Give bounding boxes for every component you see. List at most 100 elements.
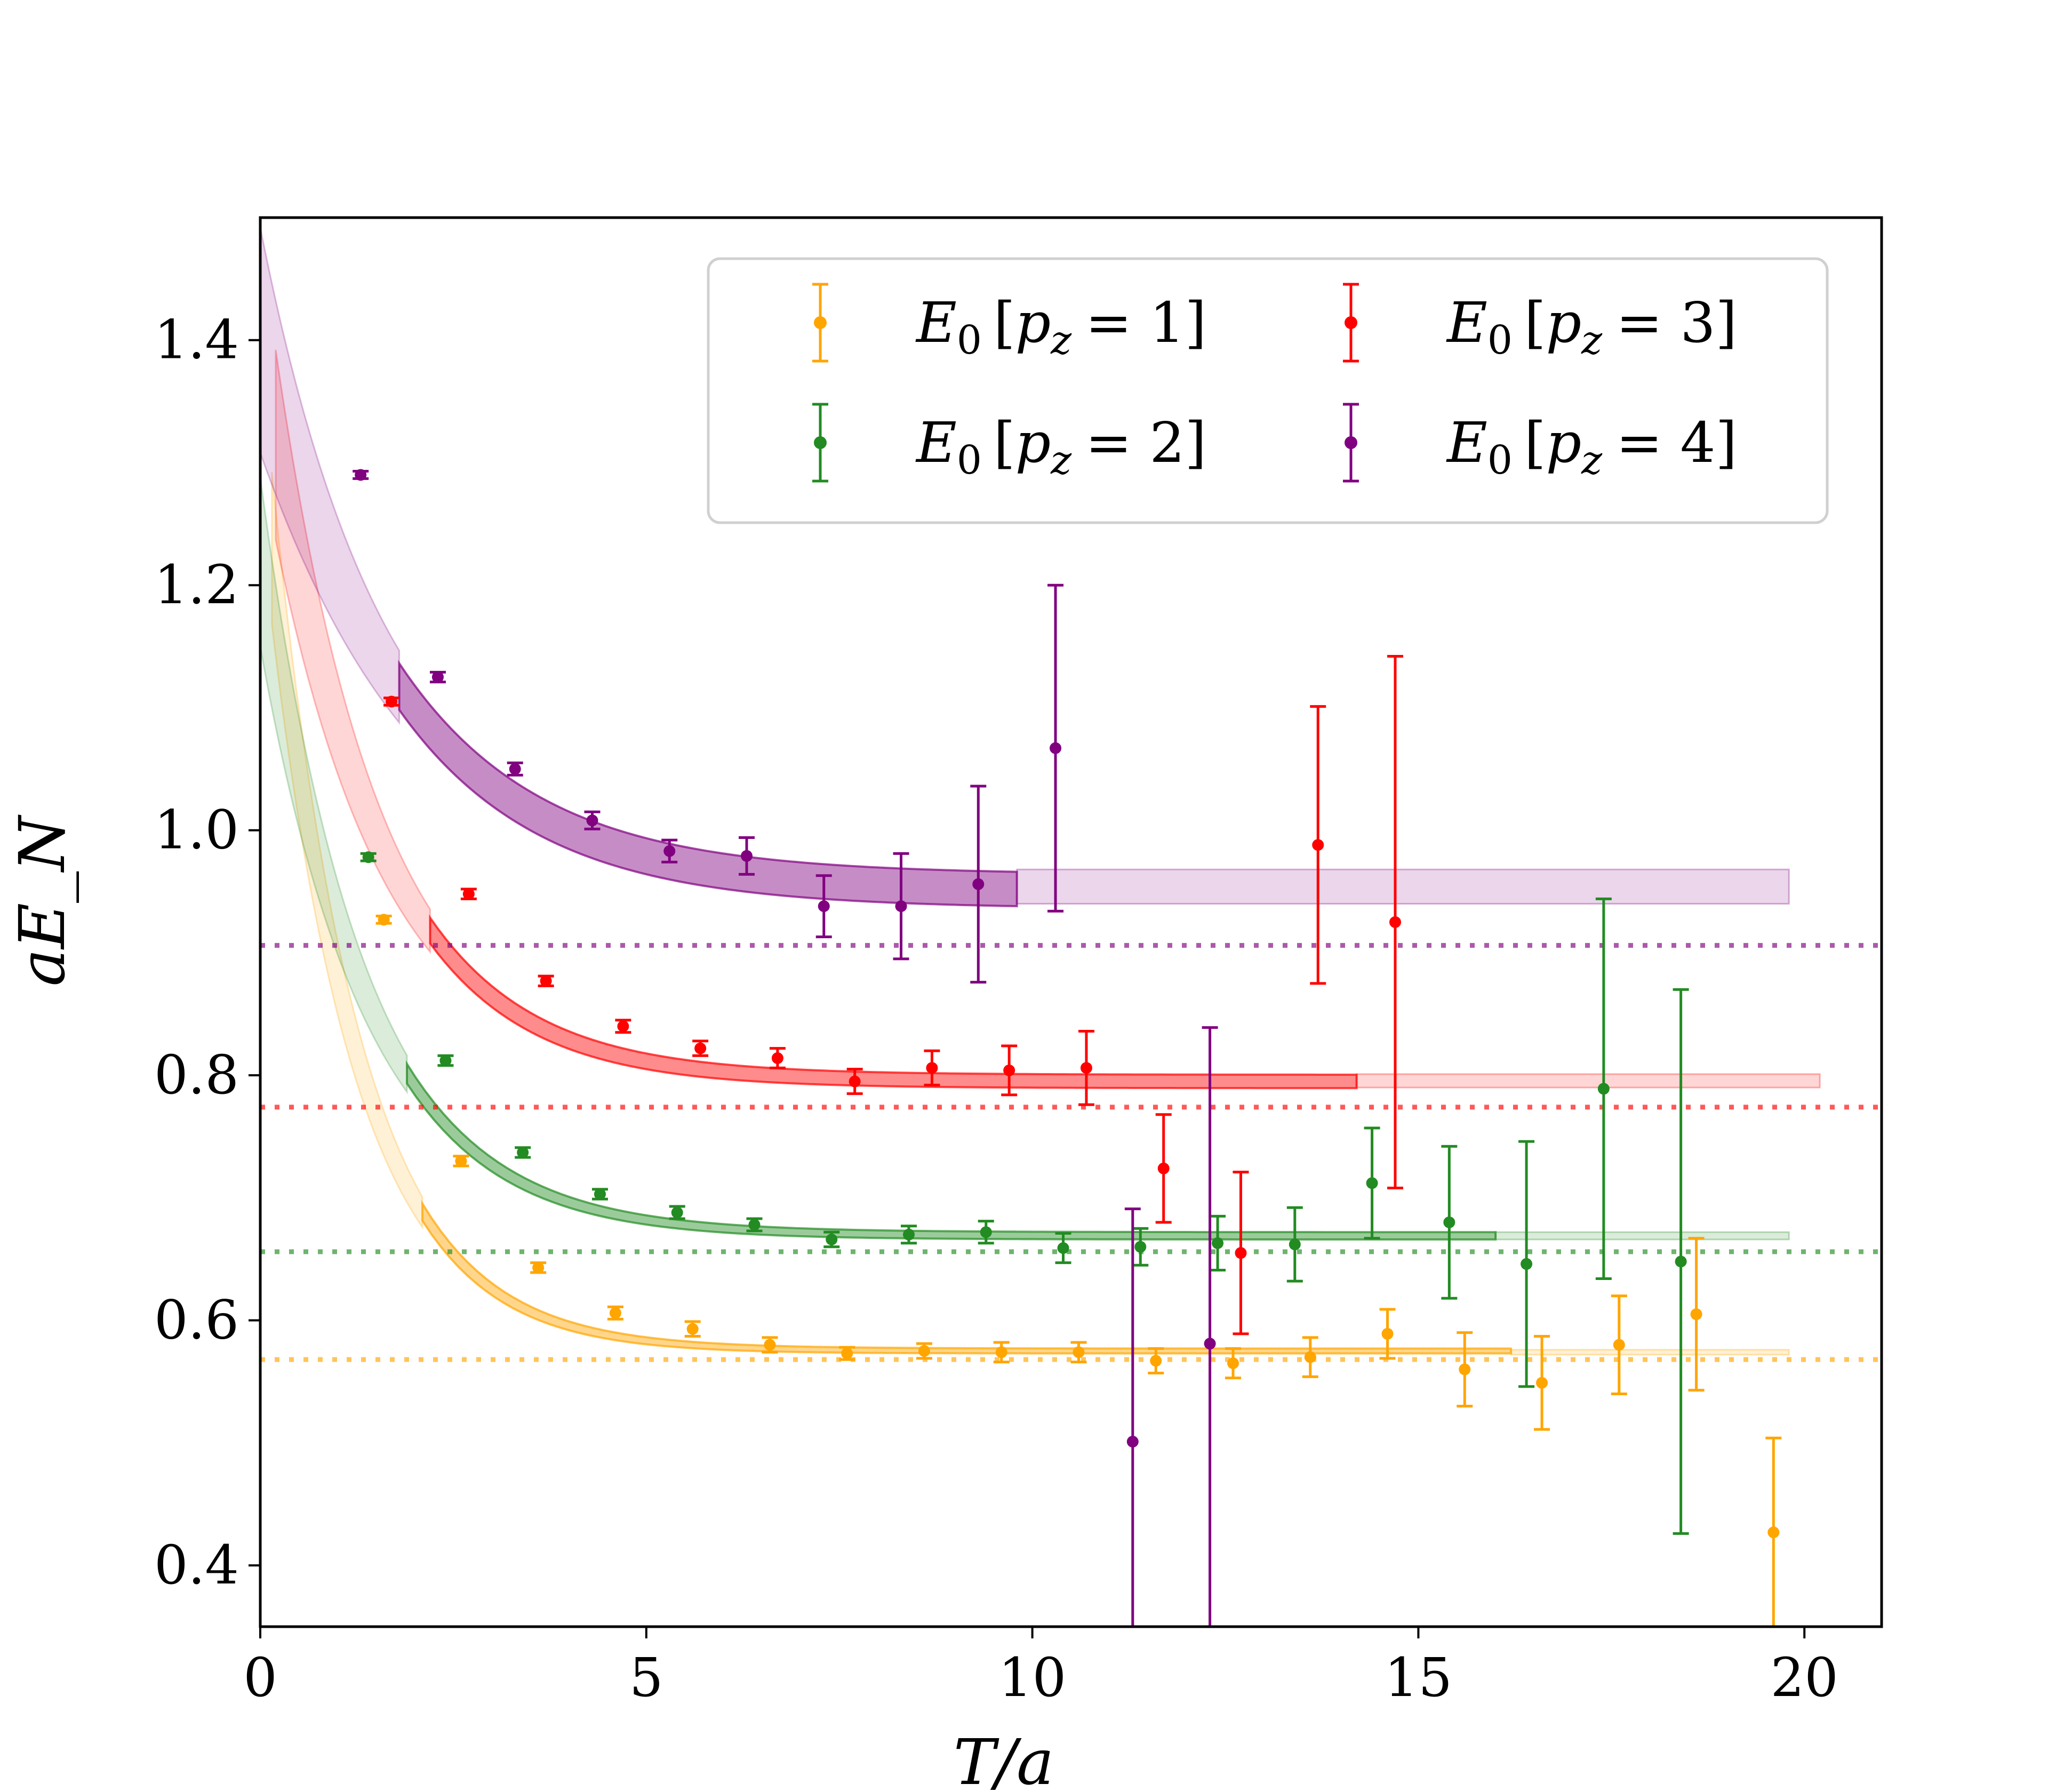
legend-box <box>707 257 1829 524</box>
data-point <box>762 1336 778 1354</box>
data-point <box>1457 1331 1473 1407</box>
x-tick-label: 20 <box>1771 1646 1838 1709</box>
fit-band <box>429 914 1358 1090</box>
data-marker <box>748 1219 761 1231</box>
y-tick-label: 0.8 <box>154 1044 239 1106</box>
legend-item: E0 [pz = 1] <box>812 283 1206 363</box>
data-point <box>1286 1206 1303 1283</box>
legend-item: E0 [pz = 3] <box>1343 283 1737 363</box>
data-marker <box>1597 1083 1610 1095</box>
data-marker <box>1134 1241 1147 1253</box>
data-marker <box>1080 1062 1092 1074</box>
data-point <box>1688 1237 1705 1392</box>
legend-item: E0 [pz = 4] <box>1343 403 1737 483</box>
fit-band-early <box>271 472 423 1230</box>
data-marker <box>1204 1338 1216 1350</box>
data-marker <box>431 671 444 683</box>
data-point <box>429 670 446 684</box>
data-point <box>1534 1335 1550 1431</box>
data-marker <box>1126 1436 1139 1448</box>
legend-label: E0 [pz = 1] <box>915 290 1206 363</box>
data-marker <box>1690 1308 1702 1321</box>
data-point <box>1441 1145 1458 1300</box>
data-marker <box>517 1146 529 1158</box>
data-marker <box>1212 1237 1224 1249</box>
data-marker <box>462 888 475 900</box>
data-point <box>993 1341 1010 1364</box>
data-marker <box>841 1347 853 1359</box>
data-marker <box>362 851 374 863</box>
data-marker <box>1057 1242 1069 1254</box>
data-point <box>515 1146 531 1159</box>
data-marker <box>686 1323 699 1335</box>
data-point <box>746 1217 763 1233</box>
data-point <box>692 1039 709 1057</box>
data-marker <box>1613 1339 1625 1351</box>
y-axis-label: aE_N <box>5 814 79 986</box>
data-marker <box>826 1234 838 1246</box>
fit-band-early <box>259 477 408 1095</box>
legend-marker <box>814 316 827 329</box>
fit-bands <box>259 227 1821 1356</box>
data-marker <box>671 1206 683 1219</box>
data-point <box>375 914 392 926</box>
data-marker <box>1381 1327 1394 1340</box>
data-marker <box>849 1075 861 1087</box>
data-marker <box>1536 1377 1548 1389</box>
data-marker <box>1050 742 1062 754</box>
data-marker <box>1073 1346 1085 1358</box>
data-marker <box>1150 1355 1162 1367</box>
data-point <box>739 836 755 876</box>
legend-label: E0 [pz = 2] <box>915 410 1206 483</box>
data-point <box>353 469 369 481</box>
x-tick-label: 0 <box>243 1646 277 1709</box>
data-point <box>615 1019 631 1034</box>
data-point <box>538 974 554 987</box>
legend-marker <box>814 436 827 449</box>
plateau-band <box>1016 868 1790 905</box>
y-tick-label: 1.0 <box>154 799 239 861</box>
fit-band <box>398 660 1018 908</box>
data-point <box>584 810 601 830</box>
data-marker <box>1235 1247 1247 1259</box>
data-marker <box>509 763 521 775</box>
data-point <box>460 887 477 900</box>
fit-band-early <box>275 349 431 955</box>
data-marker <box>609 1307 621 1319</box>
data-point <box>1387 654 1403 1190</box>
x-tick-label: 15 <box>1385 1646 1452 1709</box>
y-tick-label: 0.6 <box>154 1289 239 1351</box>
data-marker <box>1157 1162 1170 1174</box>
legend-label: E0 [pz = 3] <box>1446 290 1737 363</box>
data-marker <box>972 878 985 890</box>
data-marker <box>378 914 390 926</box>
data-marker <box>918 1345 930 1357</box>
data-point <box>901 1225 917 1245</box>
fit-band <box>406 1060 1497 1241</box>
data-points <box>353 469 1782 1628</box>
data-point <box>1001 1044 1018 1097</box>
data-point <box>1055 1232 1071 1265</box>
data-point <box>769 1047 786 1069</box>
y-axis: 0.4 0.6 0.8 1.0 1.2 1.4 <box>154 309 260 1596</box>
data-point <box>1202 1026 1218 1627</box>
data-point <box>507 761 523 777</box>
plateau-band <box>1494 1231 1790 1241</box>
legend-item: E0 [pz = 2] <box>812 403 1206 483</box>
data-marker <box>1312 839 1324 851</box>
data-marker <box>818 900 830 913</box>
data-point <box>1148 1347 1164 1374</box>
data-point <box>1070 1341 1087 1364</box>
data-point <box>893 852 909 961</box>
data-marker <box>926 1062 938 1074</box>
data-point <box>1673 988 1689 1535</box>
data-point <box>669 1205 685 1220</box>
data-marker <box>694 1042 707 1054</box>
y-tick-label: 1.4 <box>154 309 239 371</box>
asymptote-lines <box>260 943 1882 1362</box>
legend-label: E0 [pz = 4] <box>1446 410 1737 483</box>
data-point <box>978 1220 994 1245</box>
legend-marker <box>1345 316 1357 329</box>
data-marker <box>1003 1064 1015 1076</box>
